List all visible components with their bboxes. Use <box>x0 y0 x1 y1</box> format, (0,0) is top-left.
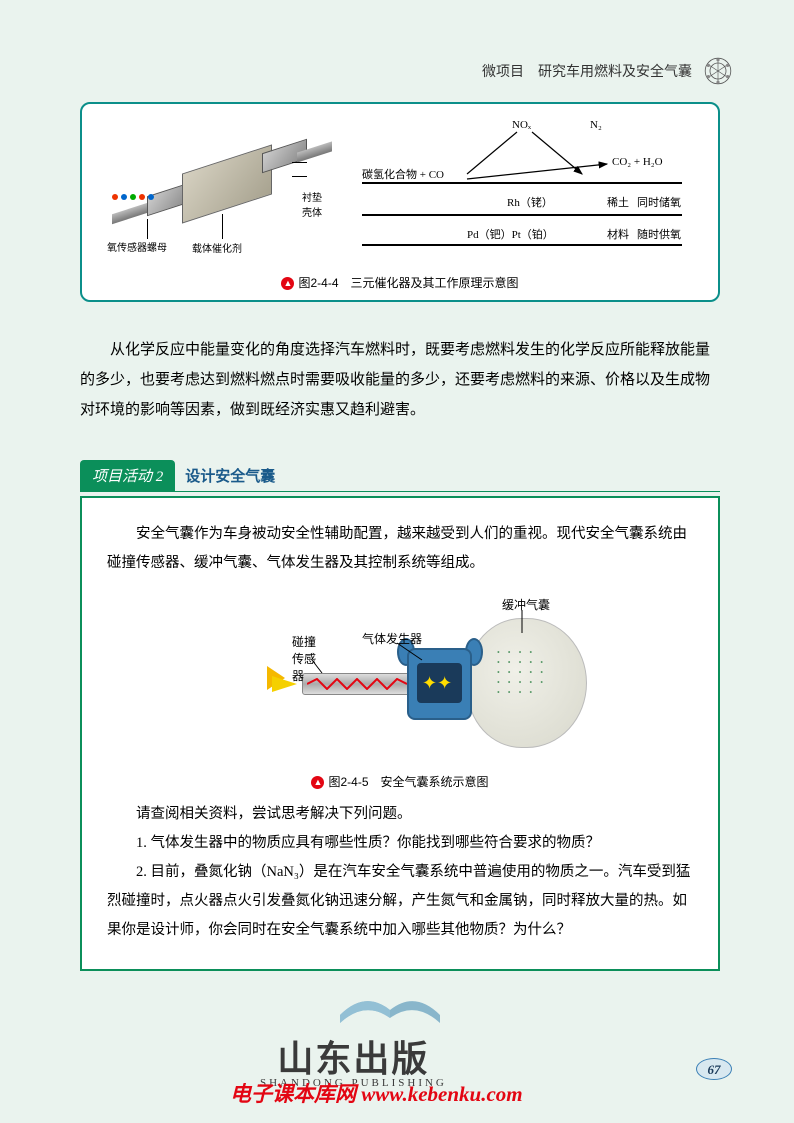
chem-n2: N₂ <box>590 119 602 131</box>
figure-box-catalytic: 氧传感器螺母 载体催化剂 衬垫 壳体 碳氢化合物 + CO NOₓ N₂ CO₂… <box>80 102 720 302</box>
airbag-q1: 1. 气体发生器中的物质应具有哪些性质？你能找到哪些符合要求的物质？ <box>107 829 693 858</box>
caption2-text: 图2-4-5 安全气囊系统示意图 <box>328 775 488 789</box>
header-title: 微项目 研究车用燃料及安全气囊 <box>482 61 692 81</box>
section-title: 设计安全气囊 <box>175 465 285 486</box>
caption-icon: ▲ <box>281 277 294 290</box>
wm-chinese: 山东出版 <box>260 1030 447 1082</box>
website-watermark: 电子课本库网 www.kebenku.com <box>230 1078 523 1108</box>
label-liner: 衬垫 <box>302 189 322 204</box>
chem-output: CO₂ + H₂O <box>612 156 663 168</box>
label-shell: 壳体 <box>302 204 322 219</box>
page-header: 微项目 研究车用燃料及安全气囊 <box>482 55 734 87</box>
reaction-arrows <box>352 114 692 269</box>
figure1-caption: ▲ 图2-4-4 三元催化器及其工作原理示意图 <box>92 274 708 291</box>
activity-box-airbag: 安全气囊作为车身被动安全性辅助配置，越来越受到人们的重视。现代安全气囊系统由碰撞… <box>80 496 720 971</box>
label-sensor: 氧传感器螺母 <box>107 239 167 254</box>
airbag-diagram: • • • •• • • • •• • • • •• • • • •• • • … <box>107 588 693 768</box>
chem-input: 碳氢化合物 + CO <box>362 166 444 182</box>
chem-rh: Rh（铑） <box>507 194 553 210</box>
book-watermark-icon <box>330 975 450 1030</box>
chem-nox: NOₓ <box>512 119 531 131</box>
chem-note2a: 同时储氧 <box>637 194 681 210</box>
section-tag: 项目活动 2 <box>80 460 175 491</box>
label-catalyst: 载体催化剂 <box>192 240 242 255</box>
reaction-diagram: 碳氢化合物 + CO NOₓ N₂ CO₂ + H₂O Rh（铑） Pd（钯）P… <box>352 114 692 269</box>
section-tag-text: 项目活动 <box>92 469 152 485</box>
airbag-intro: 安全气囊作为车身被动安全性辅助配置，越来越受到人们的重视。现代安全气囊系统由碰撞… <box>107 520 693 578</box>
caption-icon-2: ▲ <box>311 776 324 789</box>
caption1-text: 图2-4-4 三元催化器及其工作原理示意图 <box>298 276 518 290</box>
airbag-q2: 2. 目前，叠氮化钠（NaN₃）是在汽车安全气囊系统中普遍使用的物质之一。汽车受… <box>107 858 693 945</box>
molecule-icon <box>702 55 734 87</box>
section-header-2: 项目活动 2 设计安全气囊 <box>80 460 720 492</box>
chem-note1b: 材料 <box>607 226 629 242</box>
chem-note2b: 随时供氧 <box>637 226 681 242</box>
catalytic-converter-diagram: 氧传感器螺母 载体催化剂 衬垫 壳体 <box>92 114 342 269</box>
figure2-caption: ▲ 图2-4-5 安全气囊系统示意图 <box>107 773 693 790</box>
airbag-lines <box>107 588 693 768</box>
section-num: 2 <box>156 469 164 485</box>
body-paragraph: 从化学反应中能量变化的角度选择汽车燃料时，既要考虑燃料发生的化学反应所能释放能量… <box>80 335 720 425</box>
chem-note1a: 稀土 <box>607 194 629 210</box>
airbag-prompt: 请查阅相关资料，尝试思考解决下列问题。 <box>107 800 693 829</box>
page-number: 67 <box>696 1058 732 1080</box>
chem-pdpt: Pd（钯）Pt（铂） <box>467 226 554 242</box>
